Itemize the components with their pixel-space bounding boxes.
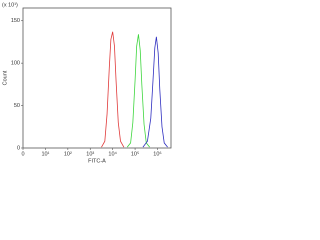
histogram-line bbox=[101, 31, 125, 148]
y-tick-label: 0 bbox=[17, 145, 20, 151]
y-axis-label: Count bbox=[2, 70, 8, 85]
plot-frame bbox=[22, 7, 172, 149]
scale-note: (x 10¹) bbox=[2, 2, 18, 8]
histogram-line bbox=[142, 36, 168, 148]
y-tick-label: 100 bbox=[11, 61, 20, 67]
x-tick-label: 10² bbox=[64, 151, 72, 157]
x-tick-label: 10⁴ bbox=[108, 150, 117, 157]
x-tick-label: 10⁶ bbox=[153, 150, 161, 157]
x-tick-label: 10¹ bbox=[41, 151, 49, 157]
x-tick-label: 0 bbox=[21, 151, 24, 157]
histogram-line bbox=[126, 34, 150, 148]
y-tick-label: 50 bbox=[14, 103, 20, 109]
y-tick-label: 150 bbox=[11, 18, 20, 24]
x-axis-label: FITC-A bbox=[88, 158, 106, 164]
chart: (x 10¹) FITC-A Count 0 10¹ 10² 10³ 10⁴ 10⁵ 10⁶… bbox=[2, 2, 172, 164]
x-tick-label: 10³ bbox=[86, 151, 94, 157]
x-tick-label: 10⁵ bbox=[131, 150, 139, 157]
